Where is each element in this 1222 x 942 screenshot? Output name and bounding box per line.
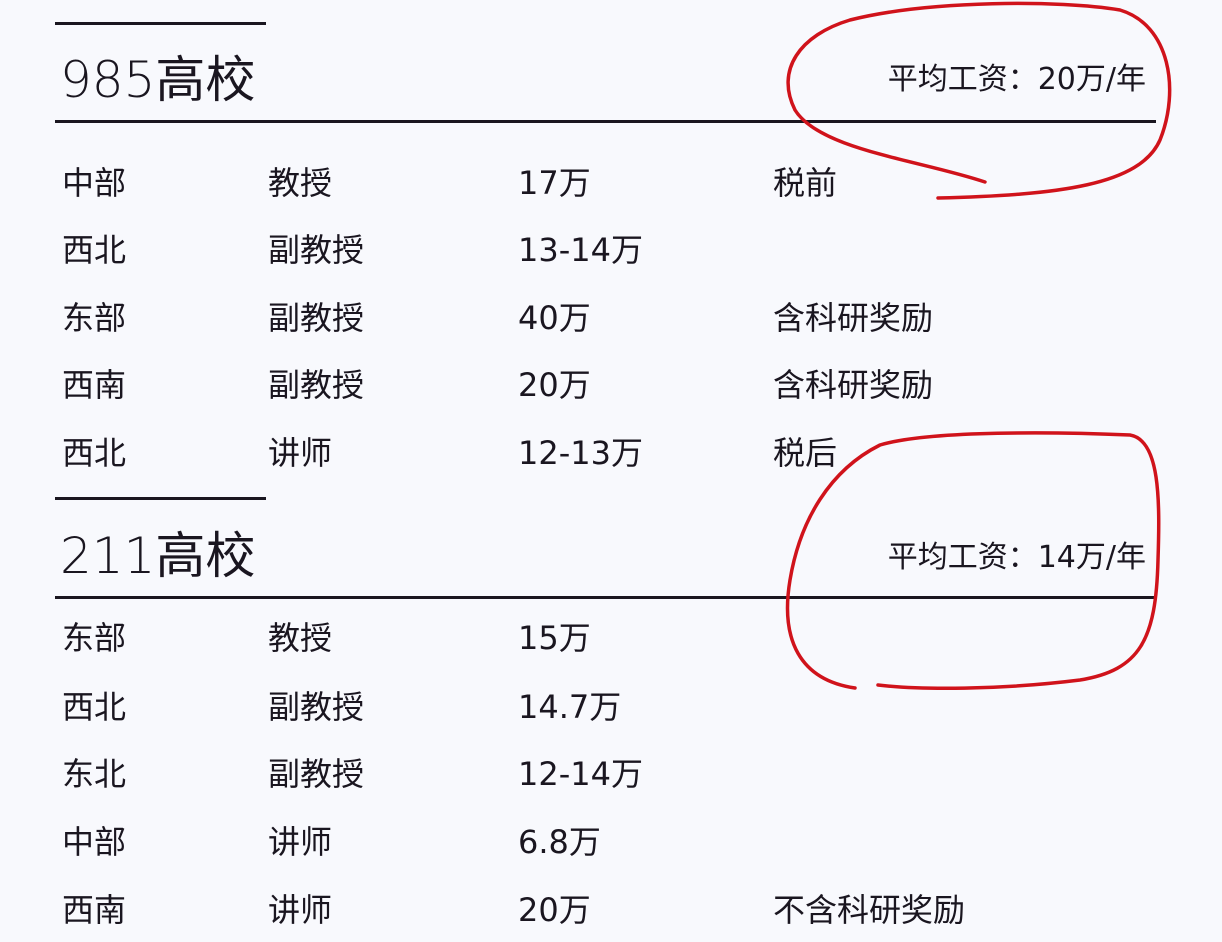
- note: 含科研奖励: [773, 299, 934, 337]
- title: 讲师: [268, 823, 333, 861]
- salary: 12-14万: [518, 755, 643, 793]
- table-row: 西南 讲师 20万 不含科研奖励: [0, 885, 1222, 935]
- title: 副教授: [268, 231, 365, 269]
- salary: 12-13万: [518, 434, 643, 472]
- region: 西北: [62, 231, 127, 269]
- divider: [55, 497, 266, 500]
- table-row: 东部 教授 15万: [0, 613, 1222, 663]
- region: 西北: [62, 688, 127, 726]
- salary: 15万: [518, 619, 591, 657]
- title: 副教授: [268, 755, 365, 793]
- region: 中部: [62, 823, 127, 861]
- divider: [55, 120, 1156, 123]
- note: 含科研奖励: [773, 366, 934, 404]
- salary: 6.8万: [518, 823, 601, 861]
- salary: 40万: [518, 299, 591, 337]
- average-salary: 平均工资：20万/年: [887, 62, 1146, 97]
- region: 中部: [62, 164, 127, 202]
- section-title: 985高校: [60, 51, 256, 109]
- table-row: 西北 讲师 12-13万 税后: [0, 428, 1222, 478]
- region: 西南: [62, 366, 127, 404]
- salary: 20万: [518, 366, 591, 404]
- table-row: 西南 副教授 20万 含科研奖励: [0, 360, 1222, 410]
- title: 讲师: [268, 434, 333, 472]
- table-row: 东部 副教授 40万 含科研奖励: [0, 293, 1222, 343]
- region: 东北: [62, 755, 127, 793]
- region: 西南: [62, 891, 127, 929]
- note: 不含科研奖励: [773, 891, 966, 929]
- average-salary: 平均工资：14万/年: [887, 540, 1146, 575]
- title: 副教授: [268, 366, 365, 404]
- table-row: 中部 讲师 6.8万: [0, 817, 1222, 867]
- table-row: 中部 教授 17万 税前: [0, 158, 1222, 208]
- divider: [55, 596, 1156, 599]
- table-row: 东北 副教授 12-14万: [0, 749, 1222, 799]
- note: 税后: [773, 434, 838, 472]
- title: 教授: [268, 619, 333, 657]
- title: 副教授: [268, 299, 365, 337]
- salary: 13-14万: [518, 231, 643, 269]
- salary: 17万: [518, 164, 591, 202]
- table-row: 西北 副教授 14.7万: [0, 682, 1222, 732]
- salary: 14.7万: [518, 688, 622, 726]
- title: 讲师: [268, 891, 333, 929]
- note: 税前: [773, 164, 838, 202]
- region: 西北: [62, 434, 127, 472]
- region: 东部: [62, 619, 127, 657]
- title: 副教授: [268, 688, 365, 726]
- section-title: 211高校: [60, 527, 256, 585]
- table-row: 西北 副教授 13-14万: [0, 225, 1222, 275]
- region: 东部: [62, 299, 127, 337]
- title: 教授: [268, 164, 333, 202]
- divider: [55, 22, 266, 25]
- salary: 20万: [518, 891, 591, 929]
